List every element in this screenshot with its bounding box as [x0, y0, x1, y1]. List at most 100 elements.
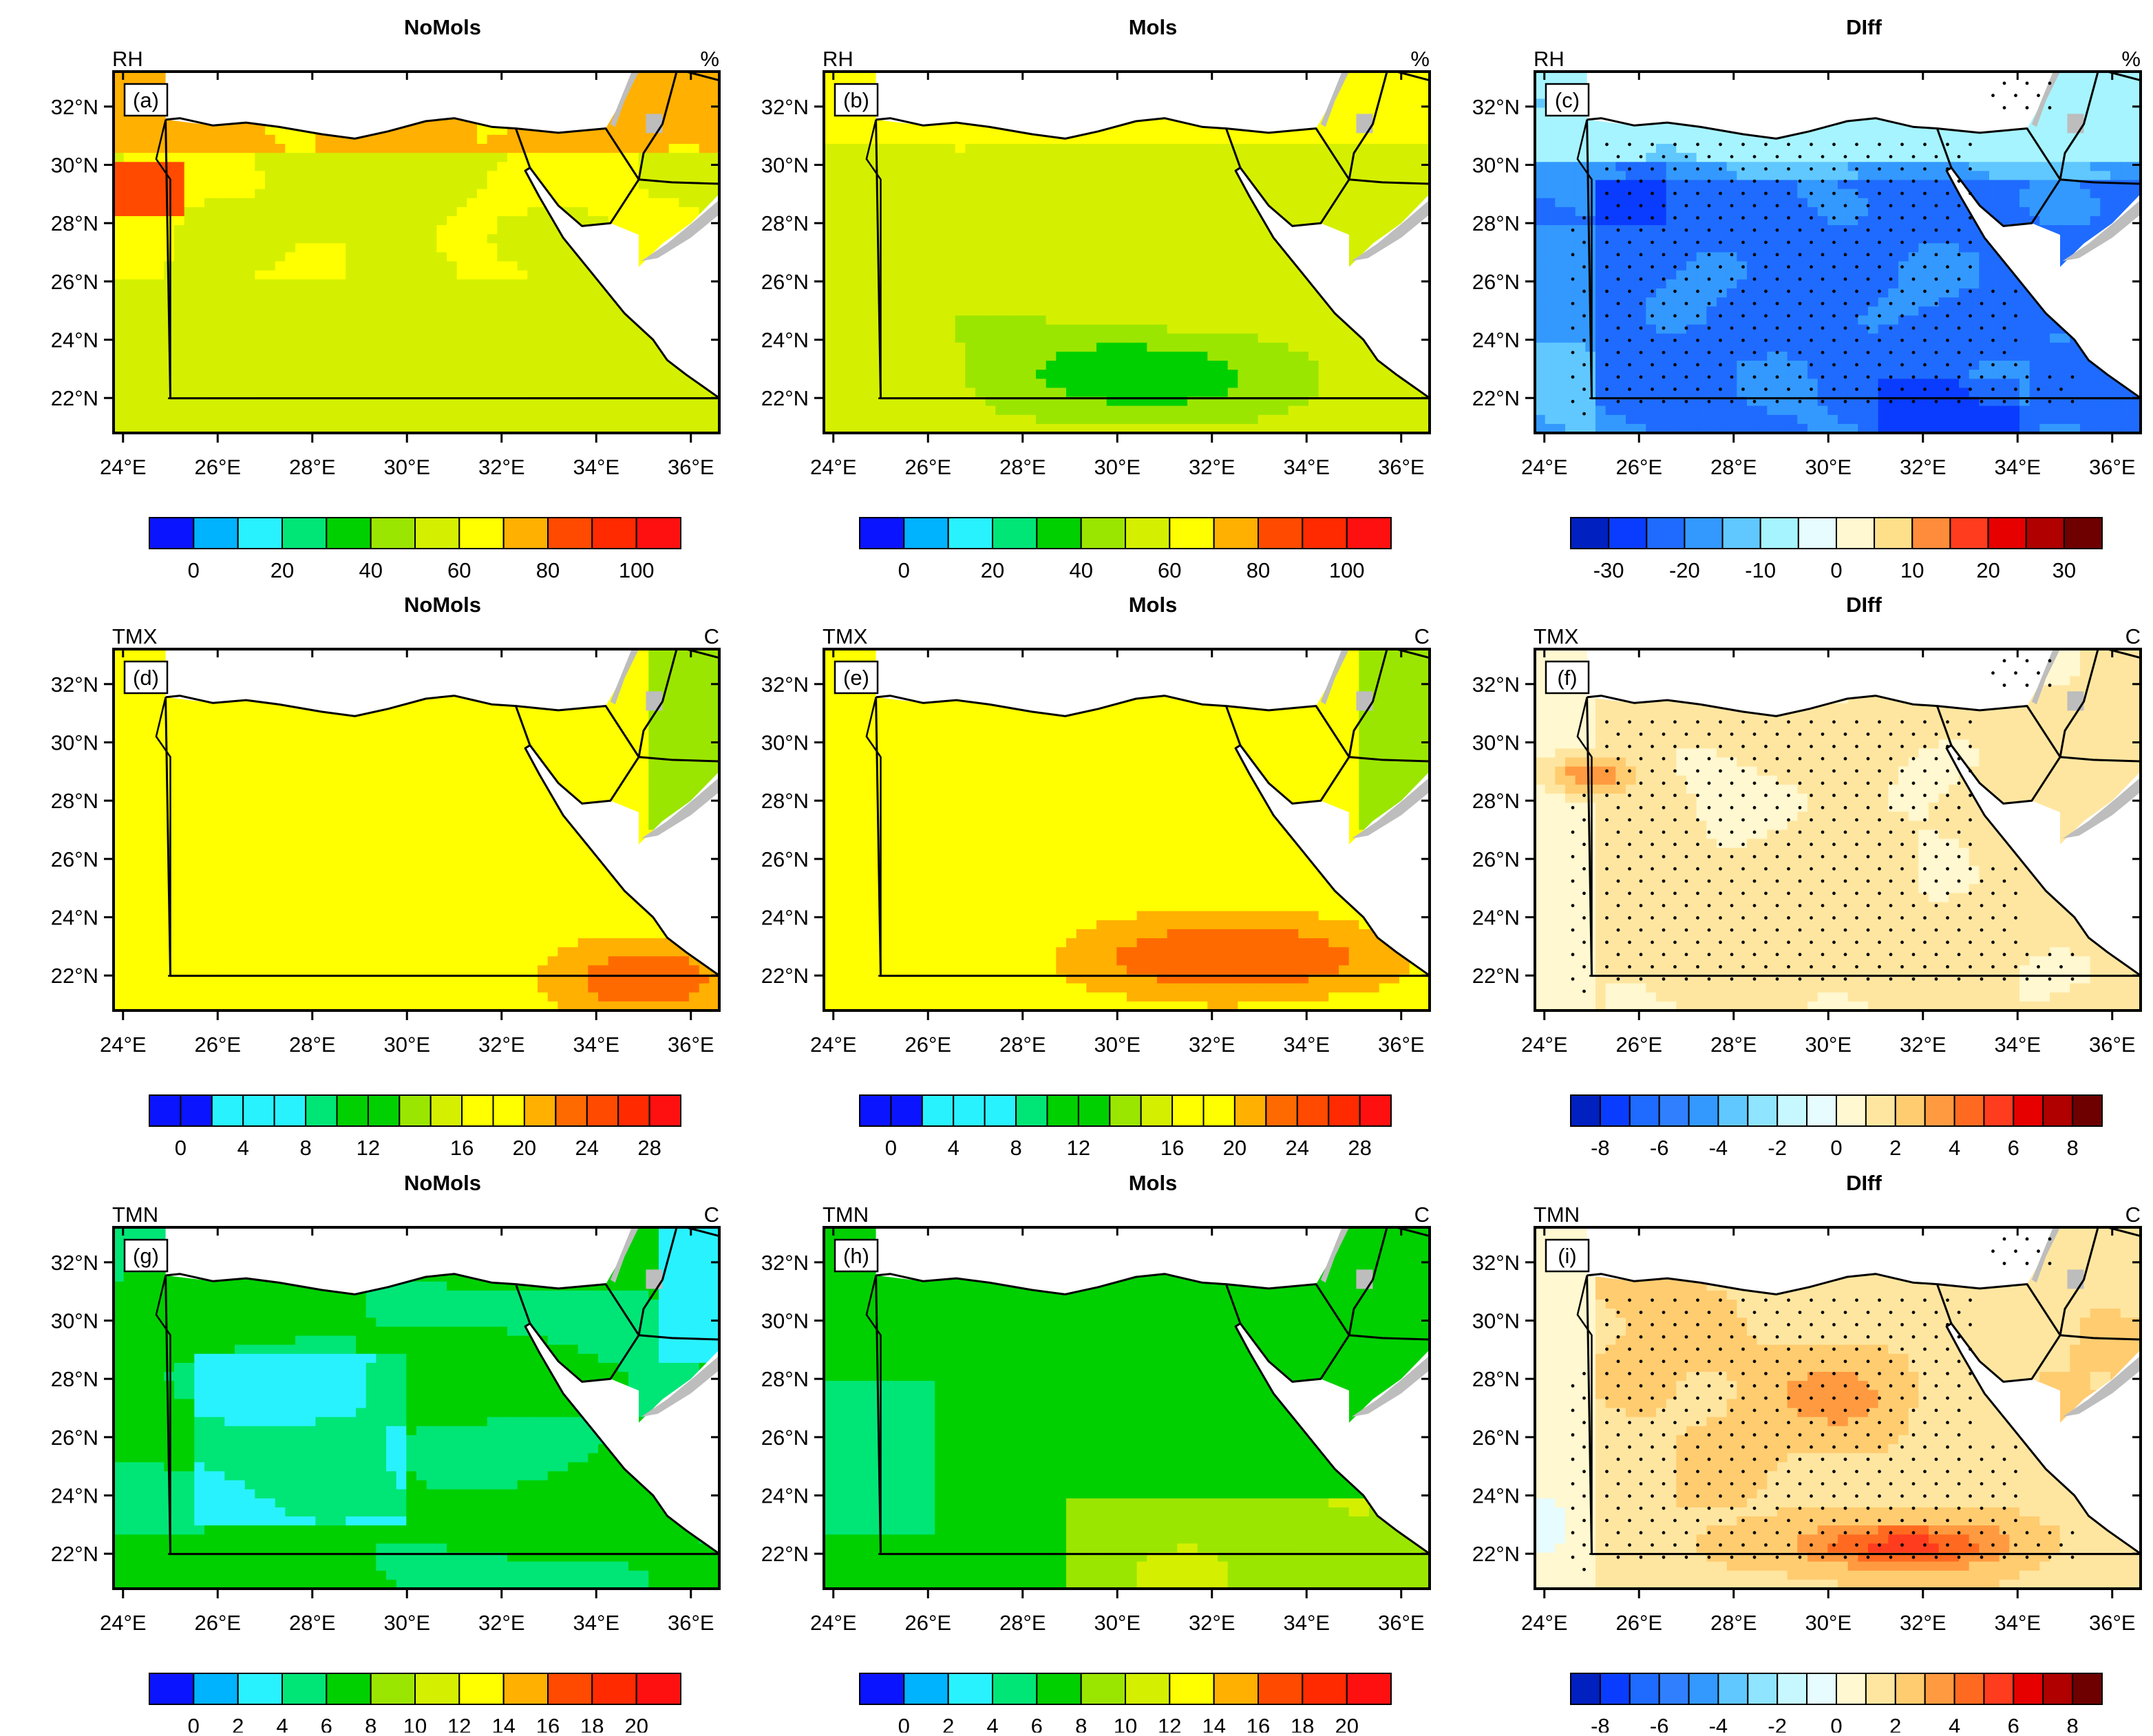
colorbar-label: 12 — [357, 1136, 380, 1160]
colorbar-swatch — [1718, 1095, 1748, 1126]
colorbar-label: 20 — [513, 1136, 536, 1160]
panel-letter: (d) — [133, 666, 159, 690]
lat-tick-label: 22°N — [1472, 964, 1520, 988]
lat-tick-label: 22°N — [51, 1542, 98, 1566]
colorbar-swatch — [326, 1673, 370, 1704]
colorbar-swatch — [1037, 518, 1081, 549]
colorbar-swatch — [1646, 518, 1684, 549]
lat-tick-label: 28°N — [1472, 789, 1520, 813]
lat-tick-label: 30°N — [761, 1309, 809, 1333]
lon-tick-label: 32°E — [478, 455, 525, 479]
colorbar-swatch — [371, 518, 415, 549]
outside-domain-patch — [646, 1269, 662, 1289]
colorbar-label: 14 — [1202, 1714, 1225, 1733]
colorbar-label: 2 — [1889, 1714, 1901, 1733]
colorbar-label: -8 — [1591, 1714, 1610, 1733]
lat-tick-label: 28°N — [51, 789, 98, 813]
colorbar-label: 40 — [359, 558, 382, 582]
colorbar-swatch — [2072, 1095, 2102, 1126]
outside-domain-patch — [1356, 691, 1372, 710]
lat-tick-label: 28°N — [761, 1367, 809, 1391]
colorbar-swatch — [1297, 1095, 1328, 1126]
colorbar-swatch — [650, 1095, 681, 1126]
colorbar-label: 28 — [1348, 1136, 1371, 1160]
colorbar-label: 100 — [619, 558, 655, 582]
colorbar-swatch — [1600, 1095, 1630, 1126]
lat-tick-label: 32°N — [51, 95, 98, 119]
variable-label: TMX — [823, 624, 868, 648]
colorbar-swatch — [1723, 518, 1761, 549]
colorbar-label: 20 — [981, 558, 1004, 582]
lon-tick-label: 30°E — [1094, 1611, 1141, 1635]
lat-tick-label: 32°N — [761, 673, 809, 697]
colorbar-label: 6 — [1031, 1714, 1043, 1733]
colorbar-swatch — [1777, 1673, 1807, 1704]
colorbar-swatch — [1984, 1095, 2013, 1126]
colorbar-swatch — [504, 1673, 548, 1704]
colorbar-label: -10 — [1745, 558, 1776, 582]
lon-tick-label: 34°E — [1994, 1033, 2041, 1057]
colorbar-swatch — [1266, 1095, 1297, 1126]
colorbar-swatch — [1984, 1673, 2013, 1704]
colorbar-swatch — [1777, 1095, 1807, 1126]
colorbar-swatch — [1125, 518, 1169, 549]
colorbar-swatch — [1955, 1095, 1984, 1126]
colorbar-label: -6 — [1650, 1136, 1669, 1160]
lon-tick-label: 24°E — [100, 1033, 147, 1057]
colorbar-swatch — [1748, 1673, 1777, 1704]
lat-tick-label: 28°N — [761, 211, 809, 235]
colorbar-label: 0 — [898, 1714, 910, 1733]
colorbar-label: 10 — [1900, 558, 1924, 582]
unit-label: % — [1410, 47, 1430, 71]
lon-tick-label: 24°E — [1521, 1033, 1568, 1057]
colorbar-swatch — [948, 518, 993, 549]
lon-tick-label: 34°E — [573, 455, 619, 479]
colorbar-swatch — [1214, 1673, 1258, 1704]
colorbar-swatch — [1689, 1095, 1719, 1126]
lon-tick-label: 24°E — [810, 1033, 857, 1057]
lon-tick-label: 36°E — [1378, 455, 1425, 479]
colorbar-swatch — [306, 1095, 337, 1126]
colorbar-swatch — [1925, 1095, 1955, 1126]
lon-tick-label: 26°E — [904, 455, 951, 479]
panel-letter: (b) — [843, 88, 869, 112]
colorbar-label: 16 — [450, 1136, 474, 1160]
panel-title: Mols — [1129, 15, 1178, 39]
lon-tick-label: 30°E — [383, 1033, 430, 1057]
colorbar-label: 20 — [624, 1714, 648, 1733]
colorbar-label: 20 — [271, 558, 294, 582]
colorbar-label: 24 — [1286, 1136, 1309, 1160]
colorbar-swatch — [2064, 518, 2102, 549]
colorbar-swatch — [238, 1673, 282, 1704]
panel-letter: (c) — [1555, 88, 1580, 112]
panel-letter: (f) — [1557, 666, 1577, 690]
colorbar-label: 4 — [1949, 1136, 1960, 1160]
lon-tick-label: 28°E — [289, 455, 336, 479]
lat-tick-label: 22°N — [1472, 1542, 1520, 1566]
colorbar-swatch — [1684, 518, 1722, 549]
colorbar-swatch — [193, 1673, 237, 1704]
lat-tick-label: 24°N — [1472, 328, 1520, 352]
outside-domain-patch — [1356, 114, 1372, 133]
colorbar-swatch — [326, 518, 370, 549]
panel-title: DIff — [1846, 15, 1882, 39]
variable-label: RH — [823, 47, 853, 71]
colorbar-swatch — [860, 1673, 904, 1704]
colorbar-label: -4 — [1709, 1136, 1728, 1160]
colorbar-swatch — [1659, 1095, 1689, 1126]
colorbar-swatch — [1799, 518, 1836, 549]
lon-tick-label: 28°E — [289, 1033, 336, 1057]
lat-tick-label: 32°N — [51, 1251, 98, 1275]
lat-tick-label: 30°N — [51, 153, 98, 177]
colorbar-swatch — [415, 518, 459, 549]
colorbar-swatch — [1258, 1673, 1302, 1704]
colorbar-swatch — [904, 1673, 948, 1704]
